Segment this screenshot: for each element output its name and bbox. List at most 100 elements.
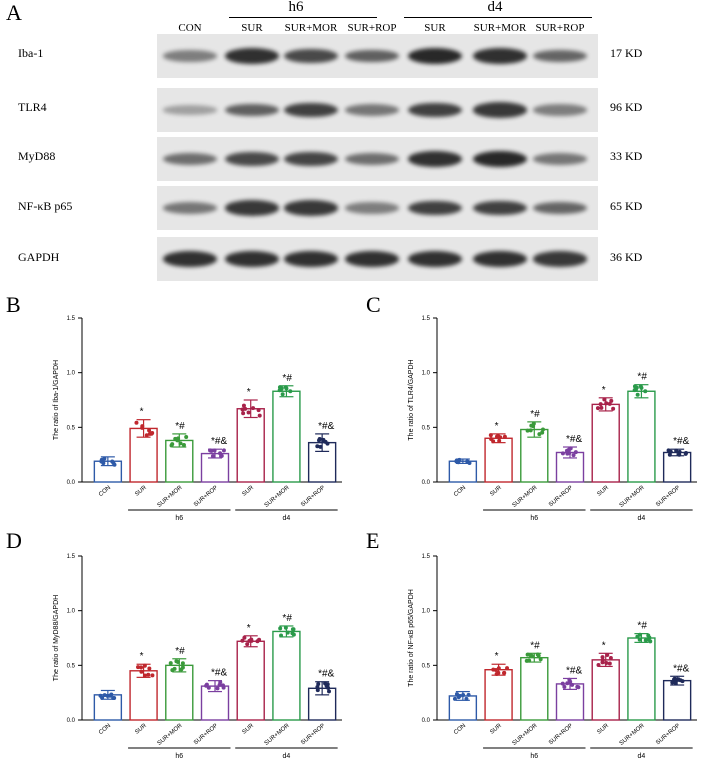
data-point bbox=[635, 392, 640, 397]
data-point bbox=[505, 666, 510, 671]
data-point bbox=[178, 441, 183, 446]
x-tick-label: CON bbox=[98, 723, 112, 736]
data-point bbox=[134, 420, 139, 425]
data-point bbox=[452, 696, 457, 701]
data-point bbox=[560, 451, 565, 456]
group-bracket-label: h6 bbox=[175, 753, 183, 760]
blot-row-label-iba1: Iba-1 bbox=[18, 46, 44, 60]
y-axis-label: The ratio of NF-κB p65/GAPDH bbox=[408, 589, 415, 687]
significance-mark: * bbox=[602, 640, 606, 651]
y-tick-label: 1.0 bbox=[67, 371, 76, 377]
data-point bbox=[241, 403, 246, 408]
data-point bbox=[284, 386, 289, 391]
bar-chart-iba1: 0.0 0.5 1.0 1.5 The ratio of Iba-1/GAPDH CON *… bbox=[53, 316, 342, 522]
data-point bbox=[562, 684, 567, 689]
data-point bbox=[565, 681, 570, 686]
data-point bbox=[567, 677, 572, 682]
data-point bbox=[139, 665, 144, 670]
blot-row-label-myd88: MyD88 bbox=[18, 149, 56, 163]
bar bbox=[165, 664, 194, 721]
data-point bbox=[136, 665, 141, 670]
data-point bbox=[672, 676, 677, 681]
data-point bbox=[184, 434, 189, 439]
data-point bbox=[142, 673, 147, 678]
data-point bbox=[677, 449, 682, 454]
data-point bbox=[576, 685, 581, 690]
data-point bbox=[497, 438, 502, 443]
x-tick-label: SUR+ROP bbox=[655, 485, 681, 508]
blot-strip-nfkb bbox=[157, 186, 598, 230]
data-point bbox=[290, 627, 295, 632]
panel-label-c: C bbox=[366, 292, 381, 317]
significance-mark: *# bbox=[637, 621, 647, 632]
blot-band bbox=[345, 152, 399, 166]
y-tick-label: 0.0 bbox=[67, 480, 76, 486]
blot-col-label-sur-mor-h6: SUR+MOR bbox=[284, 22, 338, 34]
x-tick-label: SUR+ROP bbox=[193, 723, 219, 746]
data-point bbox=[175, 660, 180, 665]
blot-band bbox=[408, 200, 462, 216]
blot-band bbox=[533, 104, 587, 116]
data-point bbox=[327, 689, 332, 694]
data-point bbox=[221, 448, 226, 453]
y-tick-label: 0.0 bbox=[67, 718, 76, 724]
data-point bbox=[278, 626, 283, 631]
y-tick-label: 0.5 bbox=[67, 663, 76, 669]
data-point bbox=[604, 661, 609, 666]
data-point bbox=[599, 405, 604, 410]
data-point bbox=[317, 436, 322, 441]
y-axis-label: The ratio of MyD88/GAPDH bbox=[53, 595, 60, 681]
y-tick-label: 1.5 bbox=[422, 554, 431, 560]
data-point bbox=[285, 630, 290, 635]
blot-band bbox=[408, 47, 462, 65]
significance-mark: * bbox=[495, 651, 499, 662]
blot-band bbox=[345, 202, 399, 214]
data-point bbox=[598, 402, 603, 407]
blot-band bbox=[225, 251, 279, 267]
x-tick-label: CON bbox=[453, 485, 467, 498]
bar bbox=[591, 403, 620, 483]
significance-mark: * bbox=[602, 385, 606, 396]
blot-band bbox=[163, 202, 217, 214]
blot-group-label-h6: h6 bbox=[288, 0, 304, 15]
y-tick-label: 1.0 bbox=[67, 609, 76, 615]
western-blot-panel: A h6 d4 CON SUR SUR+MOR SUR+ROP SUR SUR+… bbox=[0, 0, 712, 290]
data-point bbox=[208, 448, 213, 453]
blot-band bbox=[225, 103, 279, 117]
significance-mark: * bbox=[247, 623, 251, 634]
data-point bbox=[102, 456, 107, 461]
blot-strip-gapdh bbox=[157, 237, 598, 281]
x-tick-label: SUR+ROP bbox=[193, 485, 219, 508]
significance-mark: *#& bbox=[566, 665, 582, 676]
data-point bbox=[607, 401, 612, 406]
data-point bbox=[215, 686, 220, 691]
significance-mark: *#& bbox=[673, 663, 689, 674]
blot-band bbox=[345, 49, 399, 63]
data-point bbox=[240, 638, 245, 643]
data-point bbox=[496, 670, 501, 675]
data-point bbox=[139, 669, 144, 674]
data-point bbox=[242, 635, 247, 640]
blot-band bbox=[163, 251, 217, 267]
data-point bbox=[112, 462, 117, 467]
bar bbox=[484, 669, 513, 721]
blot-group-line-h6 bbox=[229, 17, 377, 18]
y-tick-label: 0.5 bbox=[67, 425, 76, 431]
blot-band bbox=[225, 48, 279, 64]
data-point bbox=[600, 655, 605, 660]
blot-band bbox=[473, 251, 527, 267]
blot-band bbox=[345, 251, 399, 267]
blot-band bbox=[473, 48, 527, 64]
data-point bbox=[251, 406, 256, 411]
data-point bbox=[637, 637, 642, 642]
data-point bbox=[571, 453, 576, 458]
data-point bbox=[323, 681, 328, 686]
blot-band bbox=[408, 102, 462, 118]
significance-mark: *# bbox=[282, 613, 292, 624]
significance-mark: *#& bbox=[211, 668, 227, 679]
significance-mark: * bbox=[247, 387, 251, 398]
bar bbox=[272, 630, 301, 721]
data-point bbox=[668, 449, 673, 454]
data-point bbox=[168, 661, 173, 666]
significance-mark: *# bbox=[530, 409, 540, 420]
